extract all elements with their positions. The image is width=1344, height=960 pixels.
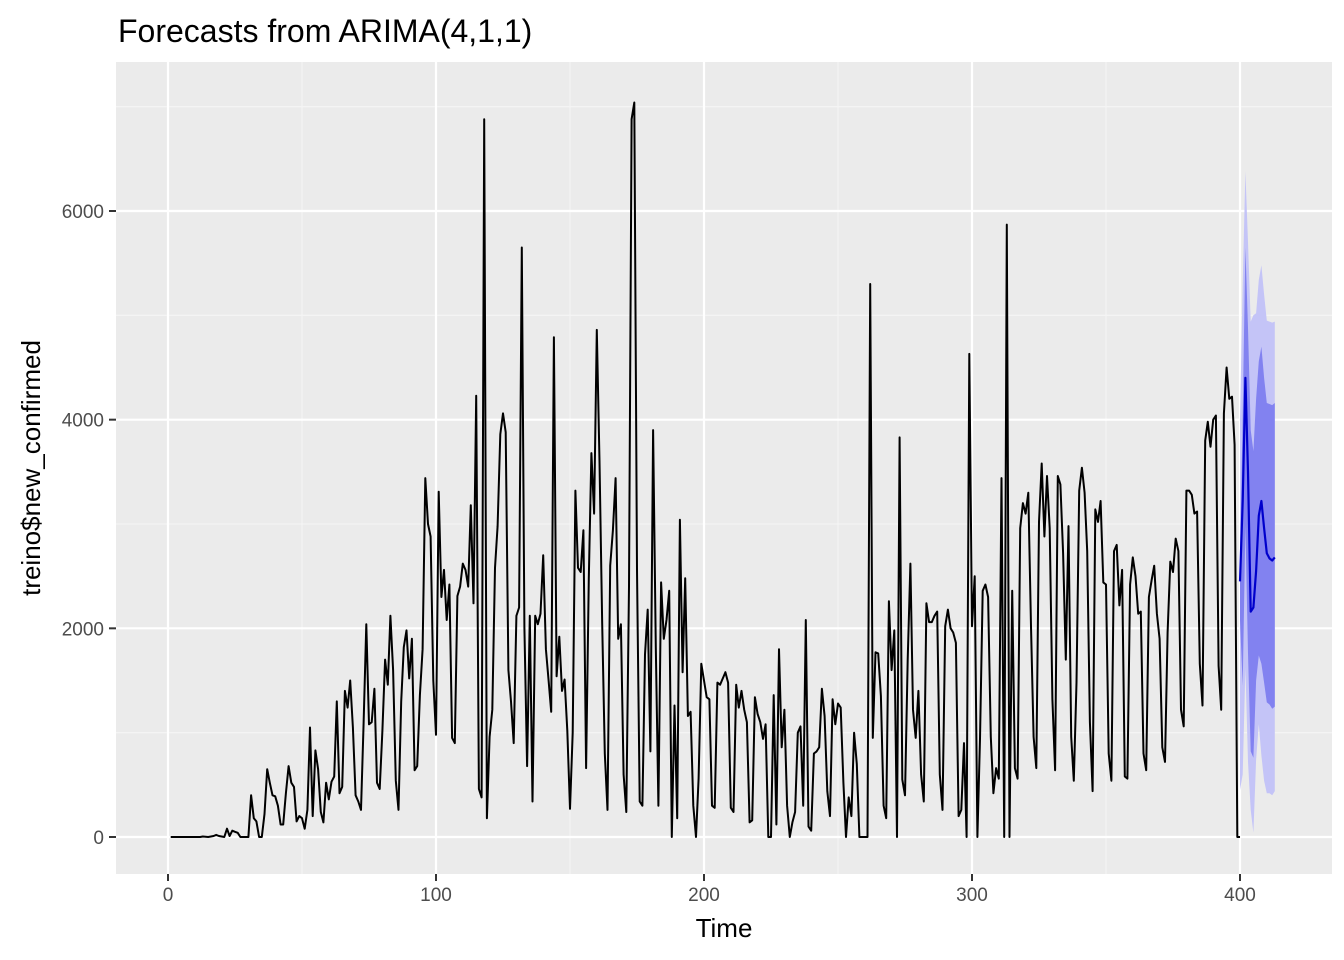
y-tick-label: 0 bbox=[93, 828, 104, 849]
y-axis: 0 2000 4000 6000 bbox=[62, 202, 116, 849]
series-lines bbox=[170, 101, 1276, 838]
x-axis-title: Time bbox=[696, 913, 753, 943]
grid-minor bbox=[116, 62, 1332, 874]
forecast-interval-80 bbox=[1240, 247, 1275, 758]
x-tick-label: 100 bbox=[420, 885, 452, 906]
x-tick-label: 400 bbox=[1224, 885, 1256, 906]
y-tick-label: 6000 bbox=[62, 202, 104, 223]
plot-panel bbox=[116, 62, 1332, 874]
forecast-mean-line bbox=[1238, 376, 1276, 613]
forecast-intervals bbox=[1240, 171, 1275, 833]
x-axis: 0 100 200 300 400 bbox=[163, 874, 1256, 906]
grid-major bbox=[116, 62, 1332, 874]
y-tick-label: 2000 bbox=[62, 619, 104, 640]
y-axis-title: treino$new_confirmed bbox=[16, 340, 46, 596]
y-tick-label: 4000 bbox=[62, 411, 104, 432]
history-line bbox=[170, 101, 1240, 838]
x-tick-label: 0 bbox=[163, 885, 174, 906]
x-tick-label: 300 bbox=[956, 885, 988, 906]
x-tick-label: 200 bbox=[688, 885, 720, 906]
chart-title: Forecasts from ARIMA(4,1,1) bbox=[118, 13, 532, 49]
